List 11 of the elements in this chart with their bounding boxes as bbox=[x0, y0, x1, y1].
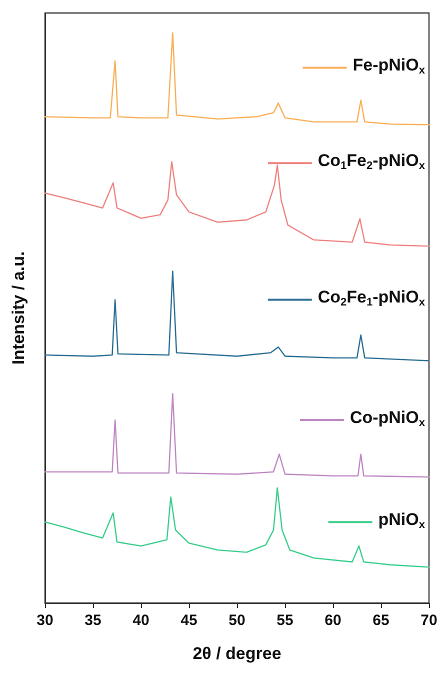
x-axis-title: 2θ / degree bbox=[192, 644, 282, 663]
x-tick-label: 50 bbox=[228, 612, 246, 629]
x-tick-label: 30 bbox=[36, 612, 54, 629]
x-tick-label: 65 bbox=[372, 612, 390, 629]
x-tick-label: 60 bbox=[324, 612, 342, 629]
x-tick-label: 70 bbox=[420, 612, 438, 629]
x-tick-label: 35 bbox=[84, 612, 102, 629]
x-tick-label: 40 bbox=[132, 612, 150, 629]
x-tick-label: 55 bbox=[276, 612, 294, 629]
x-tick-label: 45 bbox=[180, 612, 198, 629]
y-axis-title: Intensity / a.u. bbox=[9, 251, 28, 365]
